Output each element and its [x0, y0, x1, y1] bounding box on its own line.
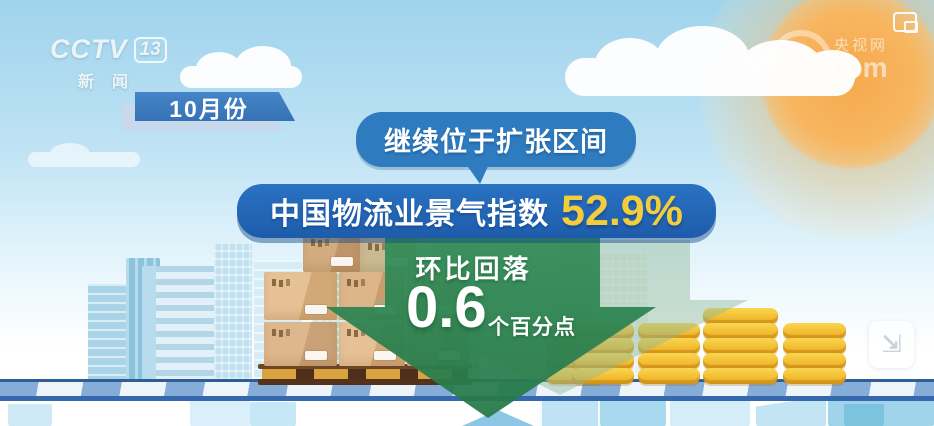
coin-stack [638, 323, 700, 384]
gold-coin [703, 308, 778, 324]
period-badge: 10月份 [135, 92, 295, 121]
channel-brand: CCTV [50, 34, 128, 64]
headline-label: 中国物流业景气指数 [270, 198, 550, 231]
watermark-en: com [830, 52, 888, 83]
coin-stack [783, 323, 846, 384]
duplicate-window-icon[interactable] [893, 12, 918, 33]
change-unit: 个百分点 [488, 316, 576, 339]
channel-number: 13 [133, 36, 167, 63]
skyline-building [190, 398, 250, 426]
shrink-button[interactable]: ⇲ [869, 321, 914, 368]
gold-coin [638, 353, 700, 369]
gold-coin [783, 338, 846, 354]
skyline-building [8, 404, 52, 426]
pallet-blocks [262, 369, 468, 379]
building [214, 242, 252, 383]
channel-logo: CCTV 13 新闻 [50, 34, 185, 91]
pallet-slat [258, 379, 472, 385]
watermark-swirl-icon [770, 30, 832, 92]
gold-coin [703, 338, 778, 354]
duplicate-window-icon-inner [904, 21, 918, 33]
period-badge-label: 10月份 [169, 95, 249, 122]
gold-coin [703, 353, 778, 369]
skyline-building [540, 398, 600, 426]
cardboard-box [303, 232, 361, 272]
cardboard-box [264, 272, 337, 320]
callout-bubble: 继续位于扩张区间 [356, 112, 636, 167]
watermark-brand: CCTV [746, 50, 812, 77]
change-value: 0.6 [406, 275, 487, 340]
skyline-building [844, 404, 884, 426]
gold-coin [703, 323, 778, 339]
building [88, 284, 126, 383]
gold-coin [638, 323, 700, 339]
shrink-corner-icon: ⇲ [881, 331, 902, 358]
channel-name: 新闻 [78, 74, 147, 91]
building-side [142, 266, 156, 383]
callout-text: 继续位于扩张区间 [384, 127, 608, 157]
callout-bubble-tail [466, 164, 489, 184]
headline-value: 52.9% [561, 186, 683, 235]
skyline-roof [462, 410, 534, 426]
gold-coin [783, 368, 846, 384]
skyline-building [250, 402, 296, 426]
pallet-slat [258, 364, 472, 369]
cloud [180, 46, 302, 88]
cloud [28, 143, 140, 167]
gold-coin [703, 368, 778, 384]
change-label: 环比回落 [415, 254, 532, 284]
skyline-building [670, 400, 750, 426]
gold-coin [572, 368, 634, 384]
watermark-cn: 央视网 [834, 37, 889, 54]
gold-coin [638, 368, 700, 384]
coin-stack [703, 308, 778, 384]
wooden-pallet [258, 364, 472, 385]
gold-coin [572, 353, 634, 369]
gold-coin [638, 338, 700, 354]
gold-coin [783, 353, 846, 369]
gold-coin [783, 323, 846, 339]
site-watermark: CCTV 央视网 com [746, 28, 906, 92]
cardboard-box [264, 322, 337, 366]
headline-banner: 中国物流业景气指数 52.9% [237, 184, 716, 238]
